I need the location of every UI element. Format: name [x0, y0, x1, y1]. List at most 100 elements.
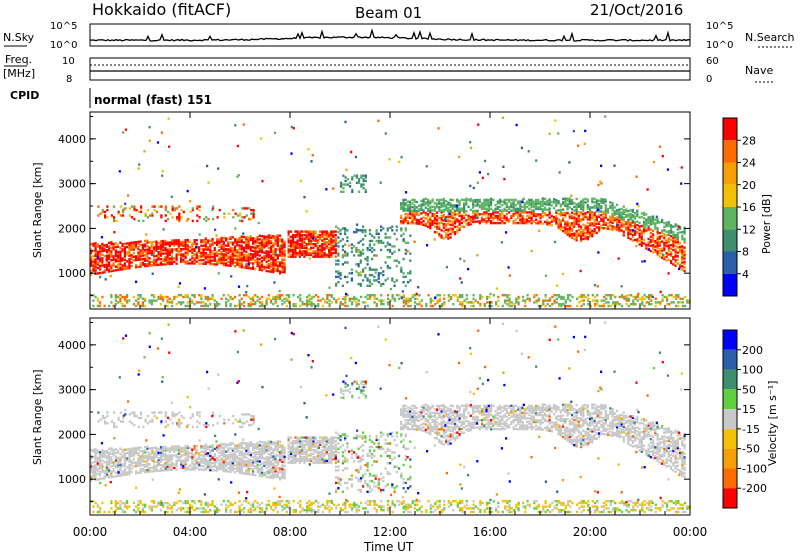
power-cell — [256, 237, 259, 241]
power-cell — [586, 229, 589, 232]
cpid-label: CPID — [10, 89, 39, 102]
velocity-cell — [222, 469, 225, 473]
power-cell — [550, 224, 553, 227]
power-cell — [298, 234, 301, 237]
power-cell — [442, 230, 445, 233]
power-cell — [478, 171, 481, 174]
power-cell — [613, 209, 616, 213]
power-cell — [117, 243, 120, 247]
power-cell — [600, 224, 603, 228]
power-cell — [294, 234, 297, 237]
power-cell — [483, 303, 486, 306]
power-cell — [97, 214, 100, 217]
power-cell — [254, 244, 257, 247]
power-cell — [281, 243, 284, 247]
velocity-cell — [236, 449, 239, 453]
power-cell — [150, 303, 153, 306]
power-cell — [627, 218, 630, 222]
velocity-cell — [229, 447, 232, 450]
power-cell — [200, 239, 203, 242]
velocity-cell — [245, 460, 248, 463]
power-cell — [548, 198, 551, 201]
velocity-cell — [256, 447, 259, 450]
power-cell — [353, 299, 356, 302]
power-cell — [296, 234, 299, 237]
power-cell — [510, 214, 513, 218]
power-cell — [618, 215, 621, 218]
power-cell — [265, 239, 268, 242]
power-cell — [121, 295, 124, 299]
power-cell — [386, 236, 389, 239]
power-cell — [456, 200, 459, 203]
velocity-cell — [211, 445, 214, 449]
power-cell — [611, 219, 614, 223]
power-cell — [234, 240, 237, 243]
power-cell — [292, 126, 295, 130]
power-cell — [281, 258, 284, 261]
power-cell — [328, 294, 331, 297]
power-cell — [679, 226, 682, 229]
power-cell — [276, 248, 279, 251]
power-cell — [121, 304, 124, 308]
power-cell — [330, 253, 333, 257]
power-cell — [494, 204, 497, 207]
power-cell — [202, 258, 205, 262]
power-cell — [478, 220, 481, 223]
power-cell — [184, 251, 187, 254]
power-cell — [555, 209, 558, 213]
velocity-cell — [139, 446, 142, 449]
power-cell — [647, 219, 650, 223]
power-cell — [305, 244, 308, 248]
power-cell — [200, 248, 203, 251]
power-cell — [289, 253, 292, 257]
power-cell — [665, 230, 668, 233]
power-cell — [130, 247, 133, 250]
power-cell — [243, 301, 246, 304]
power-cell — [595, 222, 598, 225]
velocity-cell — [141, 449, 144, 453]
power-cell — [289, 244, 292, 248]
velocity-cell — [252, 446, 255, 450]
power-cell — [627, 215, 630, 218]
power-cell — [312, 230, 315, 233]
power-cell — [564, 231, 567, 234]
power-cell — [101, 208, 104, 212]
power-cell — [171, 205, 174, 208]
velocity-cell — [108, 454, 111, 458]
power-cell — [114, 295, 117, 299]
power-cell — [358, 178, 361, 181]
velocity-cell — [135, 452, 138, 455]
power-cell — [584, 231, 587, 235]
power-cell — [151, 205, 154, 208]
power-cell — [301, 230, 304, 233]
velocity-cell — [96, 451, 99, 454]
velocity-cell — [218, 462, 221, 465]
power-cell — [245, 214, 248, 217]
power-cell — [532, 205, 535, 209]
power-cell — [124, 207, 127, 210]
power-cell — [245, 257, 248, 260]
power-cell — [684, 304, 687, 308]
power-cell — [121, 259, 124, 262]
power-cell — [263, 244, 266, 247]
power-cell — [625, 297, 628, 300]
power-cell — [236, 263, 239, 266]
power-cell — [456, 295, 459, 299]
power-cell — [141, 243, 144, 247]
power-cell — [663, 234, 666, 237]
velocity-cell — [270, 476, 273, 479]
power-cell — [146, 253, 149, 257]
power-cell — [494, 207, 497, 210]
velocity-cell — [249, 473, 252, 476]
velocity-cell — [267, 460, 270, 463]
power-cell — [141, 247, 144, 250]
power-cell — [580, 205, 583, 209]
power-cell — [96, 297, 99, 300]
velocity-cell — [146, 445, 149, 448]
power-cell — [647, 225, 650, 228]
power-cell — [357, 273, 360, 277]
power-cell — [94, 295, 97, 299]
power-cell — [488, 295, 491, 299]
power-cell — [247, 243, 250, 246]
power-cell — [391, 225, 394, 228]
